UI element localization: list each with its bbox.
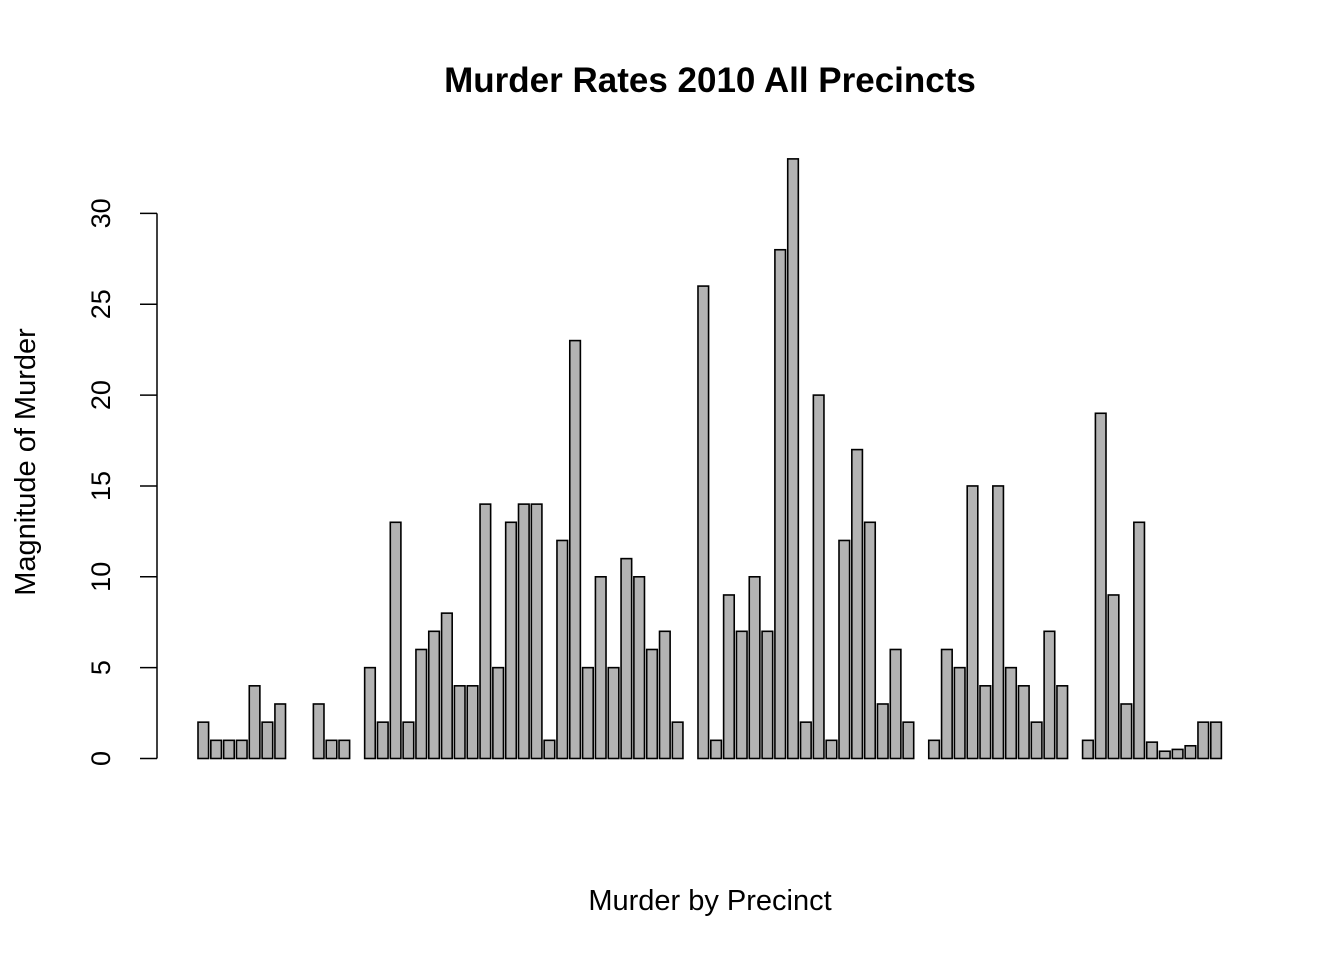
bar: [402, 721, 415, 760]
y-tick-label: 25: [86, 289, 116, 319]
bar: [453, 685, 466, 760]
bar: [722, 594, 736, 760]
bar: [697, 285, 710, 760]
bar: [440, 612, 453, 760]
bar: [863, 521, 877, 760]
bar: [1171, 748, 1184, 760]
bar: [902, 721, 915, 760]
bar: [709, 739, 723, 760]
y-tick-label: 10: [86, 562, 116, 592]
bar: [927, 739, 941, 760]
y-tick-label: 5: [86, 660, 116, 675]
bar: [568, 339, 582, 760]
bar: [222, 739, 236, 760]
bar: [210, 739, 223, 760]
y-axis: 0 5 10 15 20 25 30: [86, 198, 158, 766]
bar: [338, 739, 351, 760]
bar: [1043, 630, 1056, 760]
bar: [940, 648, 953, 760]
bar: [581, 666, 594, 760]
bar: [620, 557, 633, 760]
chart-title: Murder Rates 2010 All Precincts: [444, 61, 976, 100]
bar: [992, 485, 1005, 760]
bar: [1158, 750, 1171, 760]
bar: [504, 521, 518, 760]
y-tick-label: 15: [86, 471, 116, 501]
bar: [530, 503, 543, 760]
bar: [312, 703, 325, 760]
bar: [197, 721, 210, 760]
bar: [1184, 744, 1197, 760]
bar: [427, 630, 441, 760]
bar: [953, 666, 966, 760]
bar: [838, 539, 851, 760]
bar: [1017, 685, 1030, 760]
y-tick-label: 20: [86, 380, 116, 410]
bar: [671, 721, 684, 760]
bar: [633, 575, 646, 760]
bar: [774, 248, 787, 760]
bar: [1107, 594, 1120, 760]
y-tick-label: 0: [86, 751, 116, 766]
bar: [1133, 521, 1146, 760]
bar: [1209, 721, 1223, 760]
bars-group: [197, 158, 1223, 760]
bar: [415, 648, 428, 760]
bar: [1030, 721, 1043, 760]
bar: [1197, 721, 1210, 760]
bar: [363, 666, 377, 760]
y-tick-label: 30: [86, 198, 116, 228]
bar: [517, 503, 530, 760]
bar: [479, 503, 492, 760]
bar: [1056, 685, 1069, 760]
bar: [979, 685, 992, 760]
bar: [274, 703, 287, 760]
bar: [607, 666, 620, 760]
bar: [876, 703, 889, 760]
bar: [799, 721, 812, 760]
bar: [543, 739, 556, 760]
bar: [466, 685, 479, 760]
bar: [761, 630, 774, 760]
bar: [658, 630, 671, 760]
x-axis-label: Murder by Precinct: [588, 885, 831, 917]
bar: [235, 739, 248, 760]
bar: [786, 158, 800, 760]
bar: [556, 539, 569, 760]
bar: [389, 521, 402, 760]
bar: [261, 721, 274, 760]
bar: [966, 485, 979, 760]
bar: [645, 648, 659, 760]
bar: [1094, 412, 1107, 760]
bar: [748, 575, 761, 760]
bar: [889, 648, 902, 760]
bar: [1004, 666, 1018, 760]
bar: [325, 739, 338, 760]
bar: [825, 739, 838, 760]
bar: [248, 685, 261, 760]
bar: [1145, 741, 1159, 760]
bar: [1081, 739, 1094, 760]
bar: [851, 448, 864, 760]
y-axis-label: Magnitude of Murder: [10, 328, 42, 596]
bar: [735, 630, 748, 760]
bar: [376, 721, 389, 760]
bar: [492, 666, 505, 760]
bar: [812, 394, 825, 760]
bar: [1120, 703, 1133, 760]
bar: [594, 575, 607, 760]
